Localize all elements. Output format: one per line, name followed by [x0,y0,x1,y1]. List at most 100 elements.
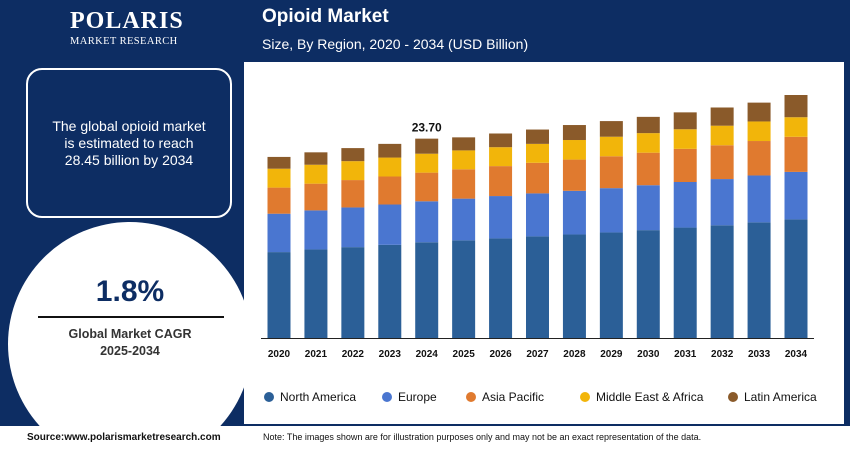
bar-segment-2024-3 [415,153,439,173]
x-tick-label: 2034 [785,349,808,360]
page-title: Opioid Market [262,6,389,27]
x-tick-label: 2030 [637,349,660,360]
x-tick-label: 2025 [453,349,476,360]
bar-segment-2022-4 [341,148,365,162]
disclaimer-note: Note: The images shown are for illustrat… [263,432,702,442]
bar-segment-2028-1 [562,190,586,235]
legend-label: Asia Pacific [482,390,544,404]
bar-segment-2034-2 [784,136,808,172]
bar-segment-2031-0 [673,227,697,338]
x-tick-label: 2024 [416,349,439,360]
x-tick-label: 2029 [600,349,623,360]
bar-segment-2021-3 [304,164,328,184]
bar-segment-2025-2 [452,169,476,199]
cagr-divider [38,316,224,318]
legend-marker [580,392,590,402]
bar-segment-2023-1 [378,204,402,245]
legend-marker [466,392,476,402]
legend-marker [382,392,392,402]
market-info-text: The global opioid market is estimated to… [52,117,206,168]
bar-segment-2024-4 [415,138,439,154]
bar-segment-2023-2 [378,176,402,205]
bar-segment-2032-2 [710,145,734,180]
bar-segment-2032-0 [710,225,734,338]
bar-segment-2022-0 [341,247,365,338]
bar-segment-2025-0 [452,240,476,338]
bar-segment-2027-2 [526,162,549,194]
bar-segment-2021-4 [304,152,328,165]
market-info-box: The global opioid market is estimated to… [26,68,232,218]
source-text: Source:www.polarismarketresearch.com [27,432,221,443]
bar-segment-2031-4 [673,112,697,130]
bar-segment-2030-4 [636,116,660,134]
bar-segment-2023-4 [378,143,402,158]
logo-subtitle: MARKET RESEARCH [70,36,178,47]
page-subtitle: Size, By Region, 2020 - 2034 (USD Billio… [262,36,529,52]
chart-panel: 2020 2021 2022 2023 2024 23.70 2025 2026 2027 202… [244,62,844,424]
bar-segment-2033-4 [747,102,771,122]
bar-segment-2033-0 [747,222,771,338]
x-tick-label: 2026 [489,349,512,360]
cagr-value: 1.8% [95,275,165,308]
logo-name: POLARIS [70,8,184,34]
legend-label: North America [280,390,356,404]
footer [0,426,850,450]
bar-segment-2027-1 [526,193,549,237]
stacked-bar-chart: 2020 2021 2022 2023 2024 23.70 2025 2026 2027 202… [261,95,817,404]
bar-segment-2028-0 [562,234,586,338]
bar-segment-2025-3 [452,150,476,170]
x-tick-label: 2033 [748,349,771,360]
bar-segment-2033-1 [747,175,771,223]
cagr-circle [8,222,252,466]
bar-segment-2020-3 [267,168,291,188]
bar-segment-2023-3 [378,157,402,177]
x-tick-label: 2032 [711,349,734,360]
bar-segment-2029-0 [599,232,623,338]
x-tick-label: 2031 [674,349,697,360]
bar-segment-2020-4 [267,156,291,169]
bar-segment-2032-4 [710,107,734,126]
bar-segment-2028-4 [562,125,586,141]
bar-segment-2033-2 [747,141,771,176]
bar-segment-2029-4 [599,121,623,137]
bar-segment-2024-0 [415,242,439,338]
bar-segment-2034-0 [784,219,808,338]
bar-segment-2031-3 [673,129,697,149]
bar-segment-2030-3 [636,133,660,153]
bar-segment-2022-2 [341,180,365,208]
bar-segment-2029-1 [599,188,623,233]
bar-segment-2030-1 [636,185,660,231]
data-label-2024: 23.70 [412,121,442,135]
cagr-label-line1: Global Market CAGR [68,327,192,341]
bar-segment-2031-2 [673,148,697,183]
legend-label: Middle East & Africa [596,390,704,404]
bar-segment-2029-3 [599,136,623,157]
bar-segment-2022-1 [341,207,365,248]
bar-segment-2025-4 [452,137,476,151]
x-tick-label: 2022 [342,349,365,360]
bar-segment-2026-3 [489,147,513,167]
bar-segment-2021-1 [304,210,328,250]
legend-label: Europe [398,390,437,404]
bar-segment-2021-2 [304,183,328,211]
x-tick-label: 2020 [268,349,291,360]
logo: POLARIS MARKET RESEARCH [70,8,200,47]
bar-segment-2021-0 [304,249,328,338]
legend-label: Latin America [744,390,817,404]
bar-segment-2020-1 [267,213,291,253]
bar-segment-2020-0 [267,252,291,338]
bar-segment-2020-2 [267,187,291,214]
bar-segment-2034-3 [784,117,808,137]
bar-segment-2026-1 [489,196,513,239]
bar-segment-2030-0 [636,230,660,338]
bar-segment-2025-1 [452,198,476,241]
legend-marker [264,392,274,402]
x-tick-label: 2021 [305,349,328,360]
x-tick-label: 2027 [526,349,549,360]
bar-segment-2034-1 [784,171,808,220]
bar-segment-2033-3 [747,121,771,142]
bar-segment-2034-4 [784,95,808,118]
bar-segment-2026-2 [489,166,513,197]
bar-segment-2030-2 [636,152,660,186]
bar-segment-2032-3 [710,125,734,146]
